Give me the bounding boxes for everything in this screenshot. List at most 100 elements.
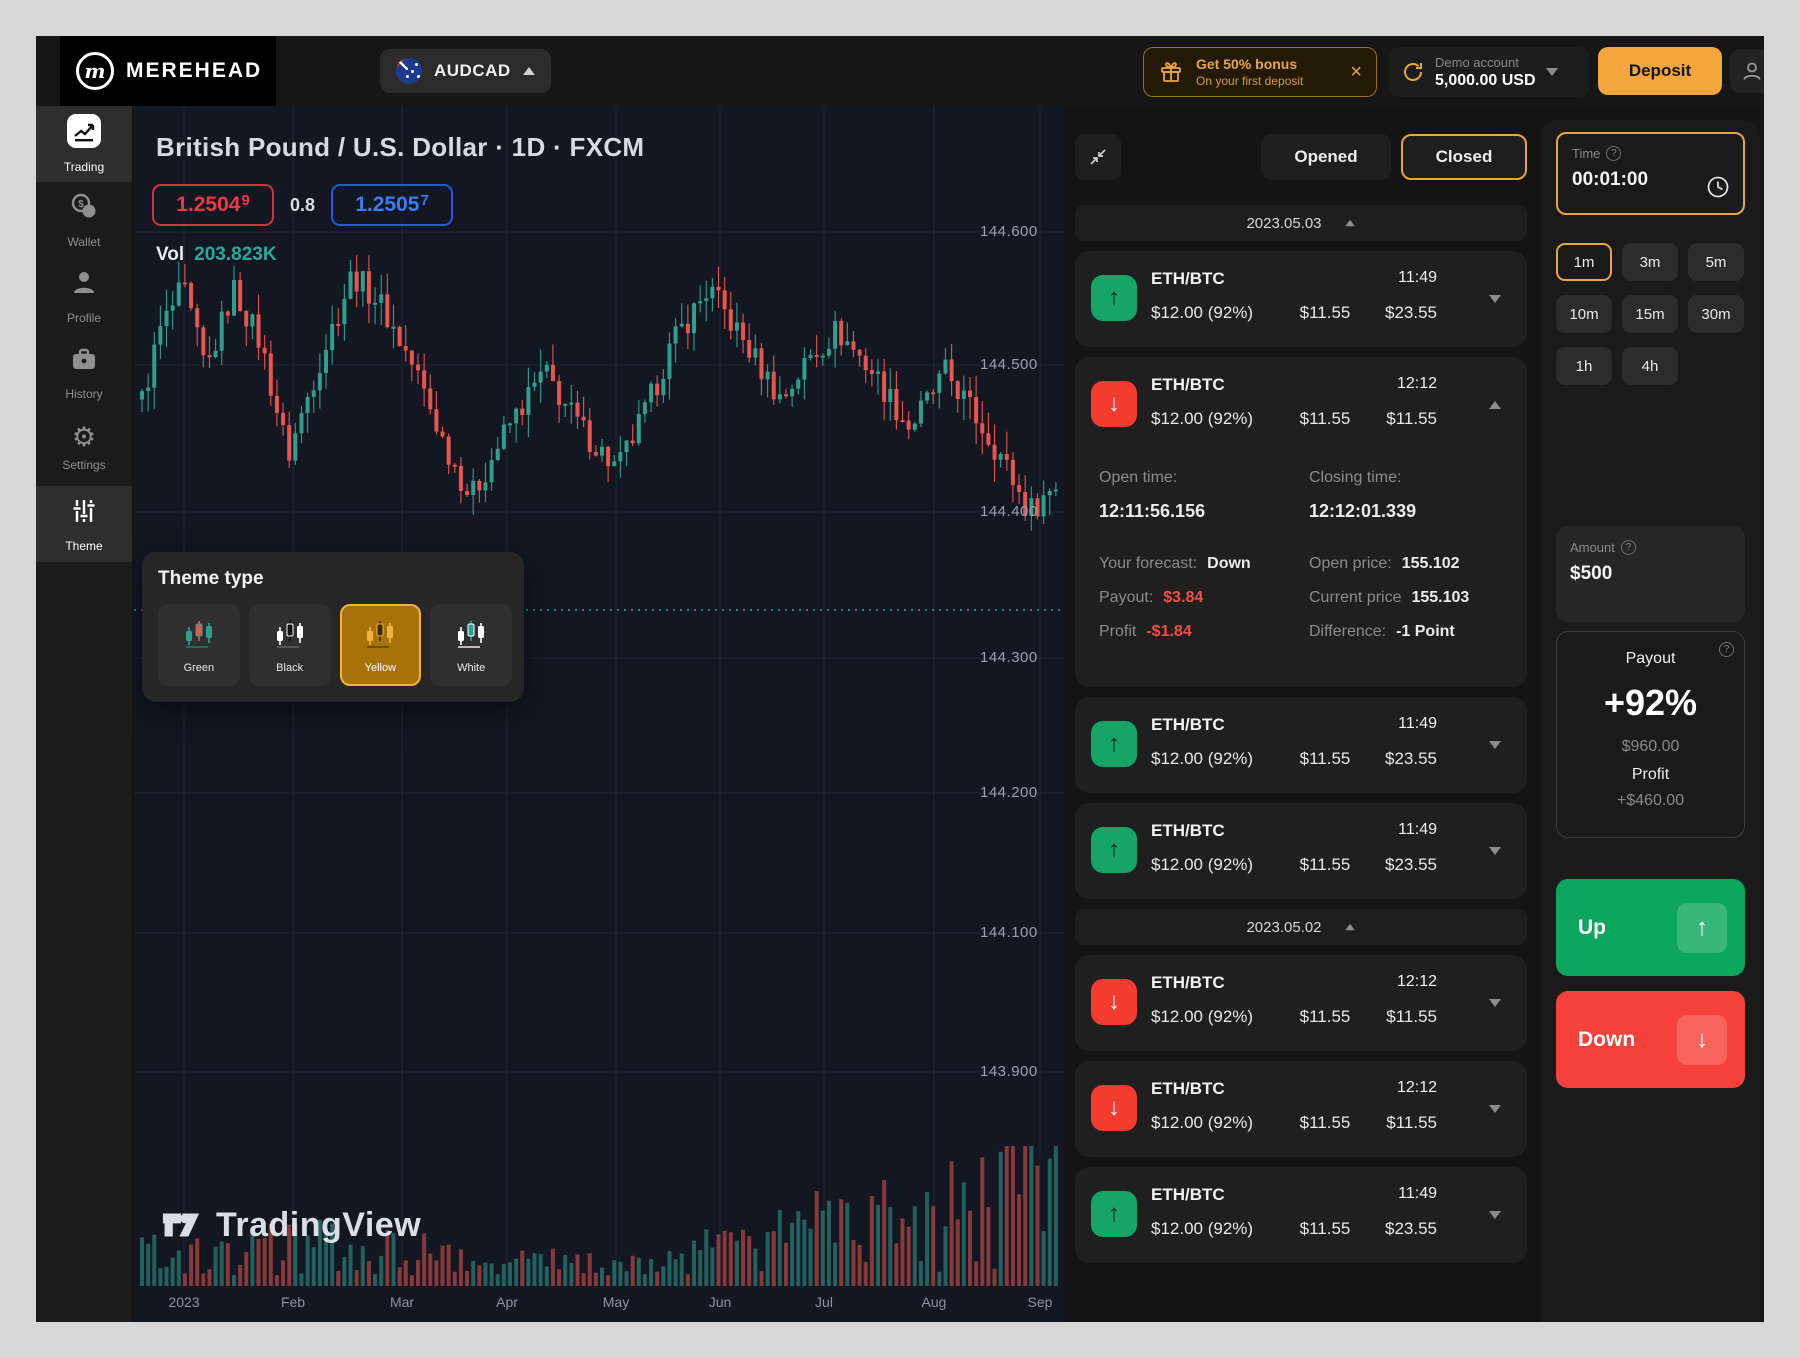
- account-texts: Demo account 5,000.00 USD: [1435, 55, 1536, 90]
- chevron-down-icon[interactable]: [1489, 295, 1501, 303]
- timeframe-15m[interactable]: 15m: [1622, 295, 1678, 333]
- theme-option-green[interactable]: Green: [158, 604, 240, 686]
- chevron-down-icon[interactable]: [1489, 1211, 1501, 1219]
- sidebar-item-history[interactable]: History: [36, 334, 132, 410]
- up-button[interactable]: Up ↑: [1556, 879, 1745, 976]
- profile-menu-button[interactable]: [1730, 49, 1764, 93]
- collapse-icon: [1090, 149, 1106, 165]
- trade-pair: ETH/BTC: [1151, 821, 1225, 840]
- trade-value-1: $11.55: [1299, 1219, 1351, 1238]
- trade-time: 12:12: [1396, 1079, 1437, 1096]
- sidebar-item-settings[interactable]: ⚙ Settings: [36, 410, 132, 486]
- time-axis-label: May: [602, 1294, 630, 1310]
- volume-readout: Vol 203.823K: [156, 244, 277, 266]
- trade-time: 11:49: [1398, 821, 1437, 838]
- topbar: m MEREHEAD AUDCAD Get 50% bonus On your …: [36, 36, 1764, 106]
- trade-pair: ETH/BTC: [1151, 269, 1225, 288]
- trade-pair: ETH/BTC: [1151, 1185, 1225, 1204]
- down-button[interactable]: Down ↓: [1556, 991, 1745, 1088]
- sidebar-item-label: Theme: [65, 539, 103, 553]
- trade-value-2: $11.55: [1386, 409, 1437, 428]
- time-axis-label: Apr: [496, 1294, 518, 1310]
- amount-input[interactable]: Amount? $500: [1556, 526, 1745, 622]
- person-icon: [1743, 62, 1761, 80]
- time-input[interactable]: Time? 00:01:00: [1556, 132, 1745, 215]
- bid-price-button[interactable]: 1.2504 9: [152, 184, 274, 226]
- quote-row: 1.2504 9 0.8 1.2505 7: [152, 184, 454, 226]
- chevron-up-icon[interactable]: [1489, 401, 1501, 409]
- price-axis-label: 144.300: [980, 649, 1038, 666]
- pair-selector[interactable]: AUDCAD: [380, 49, 551, 93]
- candles-icon: [272, 617, 308, 656]
- tab-opened[interactable]: Opened: [1261, 134, 1391, 180]
- trade-date-group[interactable]: 2023.05.03: [1075, 205, 1527, 241]
- timeframe-1m[interactable]: 1m: [1556, 243, 1612, 281]
- sidebar-item-theme[interactable]: Theme: [36, 486, 132, 562]
- payout-title: Payout: [1625, 650, 1676, 667]
- pair-selector-label: AUDCAD: [434, 61, 511, 80]
- trade-row[interactable]: ↑ ETH/BTC $12.00 (92%) $11.55 11:49 $23.55: [1075, 697, 1527, 793]
- tab-closed[interactable]: Closed: [1401, 134, 1527, 180]
- sidebar-item-wallet[interactable]: $ Wallet: [36, 182, 132, 258]
- trade-date: 2023.05.03: [1246, 214, 1322, 232]
- chevron-down-icon[interactable]: [1489, 741, 1501, 749]
- price-axis-label: 144.100: [980, 924, 1038, 941]
- sidebar-item-label: Profile: [66, 311, 101, 325]
- chevron-up-icon: [1344, 219, 1355, 227]
- theme-option-white[interactable]: White: [430, 604, 512, 686]
- trade-row[interactable]: ↓ ETH/BTC $12.00 (92%) $11.55 12:12 $11.55: [1075, 955, 1527, 1051]
- help-icon[interactable]: ?: [1620, 540, 1636, 555]
- trade-row[interactable]: ↓ ETH/BTC $12.00 (92%) $11.55 12:12 $11.55 Ope…: [1075, 357, 1527, 687]
- bonus-subtitle: On your first deposit: [1196, 74, 1304, 88]
- trade-value-2: $23.55: [1385, 303, 1437, 322]
- clock-icon[interactable]: [1705, 174, 1731, 200]
- help-icon[interactable]: ?: [1719, 642, 1734, 657]
- sidebar-item-profile[interactable]: Profile: [36, 258, 132, 334]
- time-axis-label: Jun: [708, 1294, 732, 1310]
- account-selector[interactable]: Demo account 5,000.00 USD: [1389, 47, 1589, 97]
- trade-row[interactable]: ↓ ETH/BTC $12.00 (92%) $11.55 12:12 $11.55: [1075, 1061, 1527, 1157]
- timeframe-5m[interactable]: 5m: [1688, 243, 1744, 281]
- trade-date-group[interactable]: 2023.05.02: [1075, 909, 1527, 945]
- trade-amount: $12.00 (92%): [1151, 1219, 1254, 1238]
- theme-option-label: Yellow: [364, 661, 397, 674]
- timeframe-4h[interactable]: 4h: [1622, 347, 1678, 385]
- ask-price-button[interactable]: 1.2505 7: [331, 184, 454, 226]
- price-axis-label: 144.600: [980, 223, 1038, 240]
- trade-value-1: $11.55: [1299, 409, 1351, 428]
- trade-pair: ETH/BTC: [1151, 375, 1225, 394]
- history-icon: [68, 343, 100, 380]
- timeframe-3m[interactable]: 3m: [1622, 243, 1678, 281]
- sidebar-item-label: Settings: [62, 458, 106, 472]
- bonus-banner[interactable]: Get 50% bonus On your first deposit ×: [1143, 47, 1377, 97]
- chevron-down-icon[interactable]: [1489, 847, 1501, 855]
- arrow-down-icon: ↓: [1677, 1014, 1727, 1065]
- trade-row[interactable]: ↑ ETH/BTC $12.00 (92%) $11.55 11:49 $23.55: [1075, 803, 1527, 899]
- timeframe-30m[interactable]: 30m: [1688, 295, 1744, 333]
- timeframe-1h[interactable]: 1h: [1556, 347, 1612, 385]
- brand-logo[interactable]: m MEREHEAD: [60, 36, 276, 106]
- collapse-panel-button[interactable]: [1075, 134, 1121, 180]
- help-icon[interactable]: ?: [1606, 146, 1622, 161]
- trade-time: 12:12: [1396, 973, 1437, 990]
- deposit-button[interactable]: Deposit: [1598, 47, 1722, 95]
- time-axis-label: Jul: [815, 1294, 833, 1310]
- trade-pair: ETH/BTC: [1151, 1079, 1225, 1098]
- trade-row[interactable]: ↑ ETH/BTC $12.00 (92%) $11.55 11:49 $23.55: [1075, 1167, 1527, 1263]
- close-icon[interactable]: ×: [1350, 61, 1362, 83]
- payout-profit-value: +$460.00: [1616, 792, 1685, 809]
- chevron-down-icon[interactable]: [1489, 999, 1501, 1007]
- trade-amount: $12.00 (92%): [1151, 303, 1254, 322]
- timeframe-grid: 1m 3m 5m 10m 15m 30m 1h 4h: [1556, 243, 1745, 385]
- account-type: Demo account: [1435, 54, 1519, 70]
- trade-row[interactable]: ↑ ETH/BTC $12.00 (92%) $11.55 11:49 $23.55: [1075, 251, 1527, 347]
- theme-option-black[interactable]: Black: [248, 604, 331, 686]
- candles-icon: [181, 617, 217, 656]
- timeframe-10m[interactable]: 10m: [1556, 295, 1612, 333]
- sidebar-item-trading[interactable]: Trading: [36, 106, 132, 182]
- candlestick-chart[interactable]: [134, 106, 1064, 1322]
- gift-icon: [1161, 62, 1181, 82]
- amount-label-row: Amount?: [1570, 540, 1731, 555]
- chevron-down-icon[interactable]: [1489, 1105, 1501, 1113]
- theme-option-yellow[interactable]: Yellow: [339, 604, 422, 686]
